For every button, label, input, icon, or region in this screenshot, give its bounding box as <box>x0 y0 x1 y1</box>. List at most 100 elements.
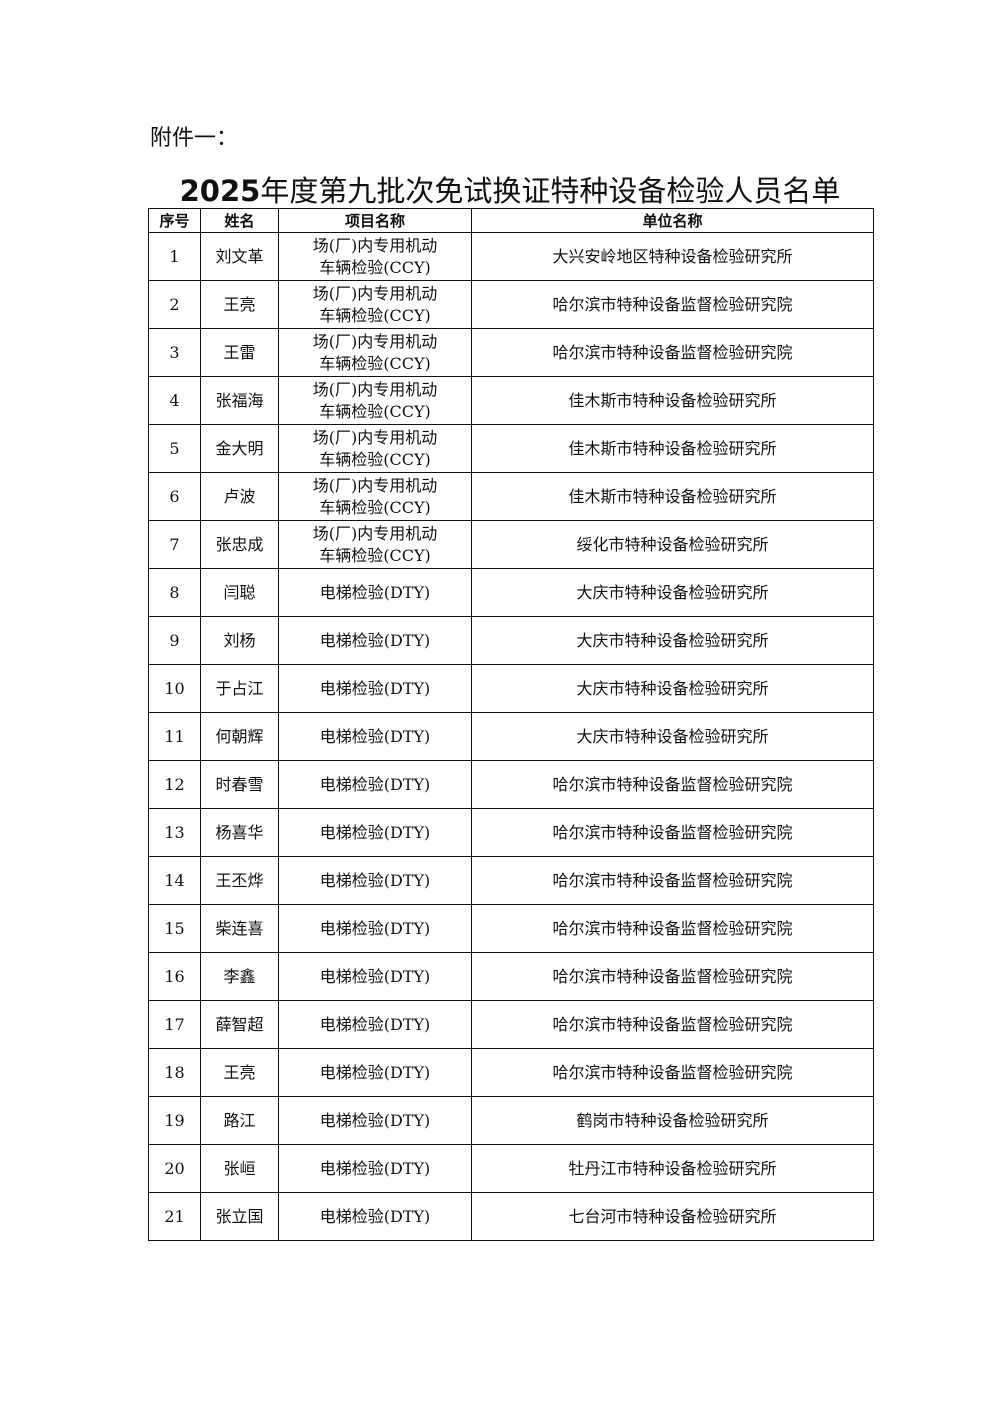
cell-unit: 七台河市特种设备检验研究所 <box>471 1192 874 1241</box>
cell-no: 12 <box>148 760 201 809</box>
table-row: 1 刘文革 场(厂)内专用机动车辆检验(CCY) 大兴安岭地区特种设备检验研究所 <box>148 232 874 281</box>
cell-unit: 佳木斯市特种设备检验研究所 <box>471 472 874 521</box>
cell-project: 电梯检验(DTY) <box>278 1000 472 1049</box>
cell-name: 时春雪 <box>200 760 279 809</box>
cell-project: 电梯检验(DTY) <box>278 664 472 713</box>
table-row: 19 路江 电梯检验(DTY) 鹤岗市特种设备检验研究所 <box>148 1096 874 1145</box>
cell-name: 路江 <box>200 1096 279 1145</box>
cell-project: 电梯检验(DTY) <box>278 952 472 1001</box>
cell-name: 李鑫 <box>200 952 279 1001</box>
cell-unit: 哈尔滨市特种设备监督检验研究院 <box>471 808 874 857</box>
cell-no: 4 <box>148 376 201 425</box>
table-row: 17 薛智超 电梯检验(DTY) 哈尔滨市特种设备监督检验研究院 <box>148 1000 874 1049</box>
cell-project: 场(厂)内专用机动车辆检验(CCY) <box>278 472 472 521</box>
cell-project: 场(厂)内专用机动车辆检验(CCY) <box>278 520 472 569</box>
table-row: 9 刘杨 电梯检验(DTY) 大庆市特种设备检验研究所 <box>148 616 874 665</box>
header-unit: 单位名称 <box>471 208 874 233</box>
cell-name: 刘文革 <box>200 232 279 281</box>
cell-no: 7 <box>148 520 201 569</box>
cell-project: 场(厂)内专用机动车辆检验(CCY) <box>278 376 472 425</box>
table-row: 16 李鑫 电梯检验(DTY) 哈尔滨市特种设备监督检验研究院 <box>148 952 874 1001</box>
header-project: 项目名称 <box>278 208 472 233</box>
cell-unit: 哈尔滨市特种设备监督检验研究院 <box>471 1048 874 1097</box>
cell-no: 1 <box>148 232 201 281</box>
cell-project: 场(厂)内专用机动车辆检验(CCY) <box>278 328 472 377</box>
cell-project: 电梯检验(DTY) <box>278 1192 472 1241</box>
cell-no: 2 <box>148 280 201 329</box>
cell-unit: 大庆市特种设备检验研究所 <box>471 568 874 617</box>
cell-unit: 哈尔滨市特种设备监督检验研究院 <box>471 904 874 953</box>
table-row: 5 金大明 场(厂)内专用机动车辆检验(CCY) 佳木斯市特种设备检验研究所 <box>148 424 874 473</box>
cell-no: 3 <box>148 328 201 377</box>
table-row: 3 王雷 场(厂)内专用机动车辆检验(CCY) 哈尔滨市特种设备监督检验研究院 <box>148 328 874 377</box>
cell-name: 于占江 <box>200 664 279 713</box>
table-row: 14 王丕烨 电梯检验(DTY) 哈尔滨市特种设备监督检验研究院 <box>148 856 874 905</box>
cell-unit: 佳木斯市特种设备检验研究所 <box>471 376 874 425</box>
table-row: 7 张忠成 场(厂)内专用机动车辆检验(CCY) 绥化市特种设备检验研究所 <box>148 520 874 569</box>
cell-unit: 哈尔滨市特种设备监督检验研究院 <box>471 760 874 809</box>
attachment-label: 附件一： <box>150 126 239 151</box>
cell-name: 王雷 <box>200 328 279 377</box>
cell-unit: 绥化市特种设备检验研究所 <box>471 520 874 569</box>
cell-unit: 哈尔滨市特种设备监督检验研究院 <box>471 328 874 377</box>
cell-no: 10 <box>148 664 201 713</box>
cell-project: 电梯检验(DTY) <box>278 904 472 953</box>
cell-no: 6 <box>148 472 201 521</box>
cell-unit: 佳木斯市特种设备检验研究所 <box>471 424 874 473</box>
table-row: 2 王亮 场(厂)内专用机动车辆检验(CCY) 哈尔滨市特种设备监督检验研究院 <box>148 280 874 329</box>
cell-unit: 大庆市特种设备检验研究所 <box>471 616 874 665</box>
table-row: 15 柴连喜 电梯检验(DTY) 哈尔滨市特种设备监督检验研究院 <box>148 904 874 953</box>
personnel-table: 序号 姓名 项目名称 单位名称 1 刘文革 场(厂)内专用机动车辆检验(CCY) 大兴… <box>148 208 874 1241</box>
cell-unit: 哈尔滨市特种设备监督检验研究院 <box>471 280 874 329</box>
cell-project: 场(厂)内专用机动车辆检验(CCY) <box>278 232 472 281</box>
cell-project: 场(厂)内专用机动车辆检验(CCY) <box>278 424 472 473</box>
cell-unit: 哈尔滨市特种设备监督检验研究院 <box>471 952 874 1001</box>
cell-no: 19 <box>148 1096 201 1145</box>
cell-no: 9 <box>148 616 201 665</box>
table-row: 10 于占江 电梯检验(DTY) 大庆市特种设备检验研究所 <box>148 664 874 713</box>
cell-name: 王亮 <box>200 280 279 329</box>
cell-unit: 哈尔滨市特种设备监督检验研究院 <box>471 856 874 905</box>
cell-name: 张峘 <box>200 1144 279 1193</box>
cell-no: 8 <box>148 568 201 617</box>
cell-no: 21 <box>148 1192 201 1241</box>
cell-name: 卢波 <box>200 472 279 521</box>
table-row: 12 时春雪 电梯检验(DTY) 哈尔滨市特种设备监督检验研究院 <box>148 760 874 809</box>
cell-project: 电梯检验(DTY) <box>278 856 472 905</box>
cell-project: 电梯检验(DTY) <box>278 808 472 857</box>
cell-name: 金大明 <box>200 424 279 473</box>
cell-name: 王丕烨 <box>200 856 279 905</box>
table-row: 18 王亮 电梯检验(DTY) 哈尔滨市特种设备监督检验研究院 <box>148 1048 874 1097</box>
cell-no: 20 <box>148 1144 201 1193</box>
cell-unit: 大庆市特种设备检验研究所 <box>471 712 874 761</box>
cell-project: 场(厂)内专用机动车辆检验(CCY) <box>278 280 472 329</box>
table-row: 8 闫聪 电梯检验(DTY) 大庆市特种设备检验研究所 <box>148 568 874 617</box>
cell-name: 闫聪 <box>200 568 279 617</box>
cell-no: 14 <box>148 856 201 905</box>
cell-unit: 大庆市特种设备检验研究所 <box>471 664 874 713</box>
cell-name: 王亮 <box>200 1048 279 1097</box>
cell-project: 电梯检验(DTY) <box>278 712 472 761</box>
cell-name: 柴连喜 <box>200 904 279 953</box>
cell-no: 5 <box>148 424 201 473</box>
table-header-row: 序号 姓名 项目名称 单位名称 <box>148 208 874 233</box>
cell-unit: 哈尔滨市特种设备监督检验研究院 <box>471 1000 874 1049</box>
cell-name: 薛智超 <box>200 1000 279 1049</box>
cell-no: 17 <box>148 1000 201 1049</box>
cell-project: 电梯检验(DTY) <box>278 616 472 665</box>
document-title: 2025年度第九批次免试换证特种设备检验人员名单 <box>148 168 872 210</box>
cell-project: 电梯检验(DTY) <box>278 1144 472 1193</box>
cell-project: 电梯检验(DTY) <box>278 1048 472 1097</box>
cell-name: 张立国 <box>200 1192 279 1241</box>
cell-unit: 鹤岗市特种设备检验研究所 <box>471 1096 874 1145</box>
table-row: 21 张立国 电梯检验(DTY) 七台河市特种设备检验研究所 <box>148 1192 874 1241</box>
title-year: 2025 <box>179 174 261 208</box>
table-row: 11 何朝辉 电梯检验(DTY) 大庆市特种设备检验研究所 <box>148 712 874 761</box>
cell-no: 13 <box>148 808 201 857</box>
cell-unit: 牡丹江市特种设备检验研究所 <box>471 1144 874 1193</box>
title-text: 年度第九批次免试换证特种设备检验人员名单 <box>260 174 841 208</box>
cell-no: 16 <box>148 952 201 1001</box>
cell-no: 11 <box>148 712 201 761</box>
header-no: 序号 <box>148 208 201 233</box>
table-row: 6 卢波 场(厂)内专用机动车辆检验(CCY) 佳木斯市特种设备检验研究所 <box>148 472 874 521</box>
